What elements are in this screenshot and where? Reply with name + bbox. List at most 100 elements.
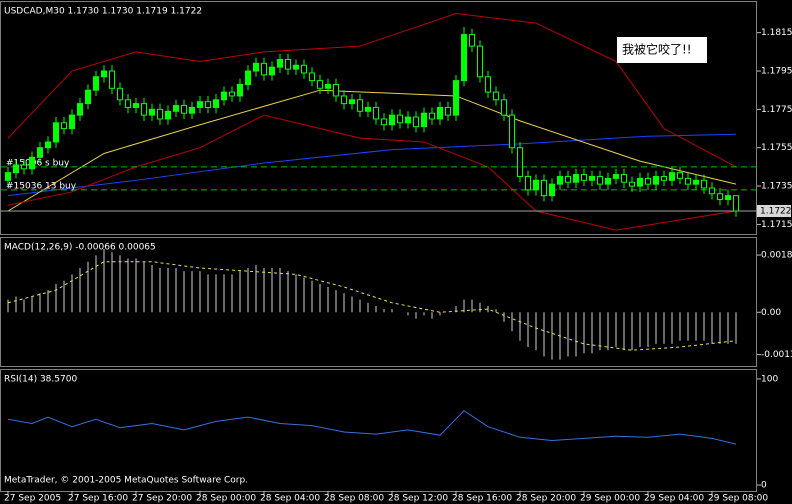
last-price-label: 1.1722 (760, 206, 792, 216)
candle-body (253, 62, 259, 72)
pane-title: MACD(12,26,9) -0.00066 0.00065 (4, 243, 156, 253)
y-tick-label: 1.1775 (761, 105, 792, 115)
y-tick-label: 1.1815 (761, 28, 792, 38)
candle-body (109, 70, 115, 89)
candle-body (469, 34, 475, 47)
candle-body (125, 99, 131, 108)
candle-body (413, 116, 419, 128)
candle-body (93, 76, 99, 91)
candle-body (493, 91, 499, 101)
y-tick-label: 0.00 (761, 308, 781, 318)
candle-body (245, 70, 251, 85)
candle-body (437, 106, 443, 120)
x-tick-label: 29 Sep 00:00 (580, 494, 640, 504)
x-tick-label: 29 Sep 04:00 (644, 494, 704, 504)
y-tick-label: 0 (761, 481, 767, 491)
candle-body (533, 179, 539, 191)
candle-body (205, 101, 211, 108)
candle-body (573, 174, 579, 183)
x-tick-label: 29 Sep 08:00 (708, 494, 768, 504)
candle-body (501, 99, 507, 116)
rsi-pane (0, 369, 757, 492)
x-tick-label: 28 Sep 04:00 (260, 494, 320, 504)
x-tick-label: 28 Sep 08:00 (324, 494, 384, 504)
candle-body (157, 108, 163, 120)
candle-body (589, 175, 595, 181)
candle-body (133, 103, 139, 108)
candle-body (85, 89, 91, 105)
candle-body (557, 175, 563, 185)
candle-body (605, 177, 611, 185)
indicator-line (7, 89, 737, 212)
candle-body (13, 164, 19, 174)
candle-body (653, 175, 659, 185)
candle-body (549, 183, 555, 197)
candle-body (69, 114, 75, 130)
candle-body (309, 72, 315, 82)
candle-body (373, 106, 379, 120)
y-tick-label: 1.1715 (761, 220, 792, 230)
x-tick-label: 28 Sep 20:00 (516, 494, 576, 504)
candle-body (685, 177, 691, 185)
candle-body (509, 114, 515, 149)
x-tick-label: 28 Sep 16:00 (452, 494, 512, 504)
candle-body (525, 175, 531, 191)
candle-body (221, 91, 227, 101)
last-price-box (757, 204, 791, 217)
candle-body (341, 95, 347, 105)
candle-body (581, 174, 587, 181)
candle-body (365, 106, 371, 112)
candle-body (621, 174, 627, 183)
y-tick-label: 1.1755 (761, 143, 792, 153)
main-pane (0, 1, 757, 235)
candle-body (29, 156, 35, 170)
y-tick-label: 0.00181 (761, 251, 792, 261)
macd-pane (0, 237, 757, 367)
candle-body (165, 110, 171, 120)
candle-body (181, 105, 187, 114)
candle-body (485, 76, 491, 93)
x-tick-label: 27 Sep 16:00 (68, 494, 128, 504)
candle-body (45, 141, 51, 149)
candle-body (237, 83, 243, 97)
candle-body (541, 179, 547, 197)
candle-body (405, 116, 411, 124)
candle-body (349, 99, 355, 105)
candle-body (421, 112, 427, 128)
pane-title: USDCAD,M30 1.1730 1.1730 1.1719 1.1722 (4, 7, 202, 17)
rsi-line (7, 410, 737, 445)
y-tick-label: -0.00134 (761, 350, 792, 360)
x-tick-label: 28 Sep 12:00 (388, 494, 448, 504)
signal-line (7, 261, 737, 351)
candle-body (317, 80, 323, 89)
candle-body (325, 83, 331, 89)
y-tick-label: 1.1795 (761, 67, 792, 77)
candle-body (725, 195, 731, 200)
candle-body (389, 114, 395, 126)
candle-body (565, 175, 571, 183)
candle-body (37, 147, 43, 158)
y-tick-label: 1.1735 (761, 182, 792, 192)
candle-body (381, 118, 387, 126)
candle-body (597, 175, 603, 185)
candle-body (293, 64, 299, 70)
candle-body (53, 122, 59, 143)
candle-body (693, 179, 699, 185)
candle-body (301, 64, 307, 74)
candle-body (141, 103, 147, 116)
footer: MetaTrader, © 2001-2005 MetaQuotes Softw… (4, 476, 248, 486)
indicator-line (7, 114, 737, 231)
candle-body (101, 70, 107, 78)
candle-body (173, 105, 179, 112)
annotation: 我被它咬了!! (622, 42, 692, 57)
candle-body (117, 87, 123, 101)
candle-body (701, 179, 707, 189)
indicator-line (7, 133, 737, 197)
candle-body (477, 45, 483, 78)
candle-body (213, 99, 219, 108)
candle-body (333, 83, 339, 97)
candle-body (5, 172, 11, 181)
candle-body (629, 181, 635, 187)
